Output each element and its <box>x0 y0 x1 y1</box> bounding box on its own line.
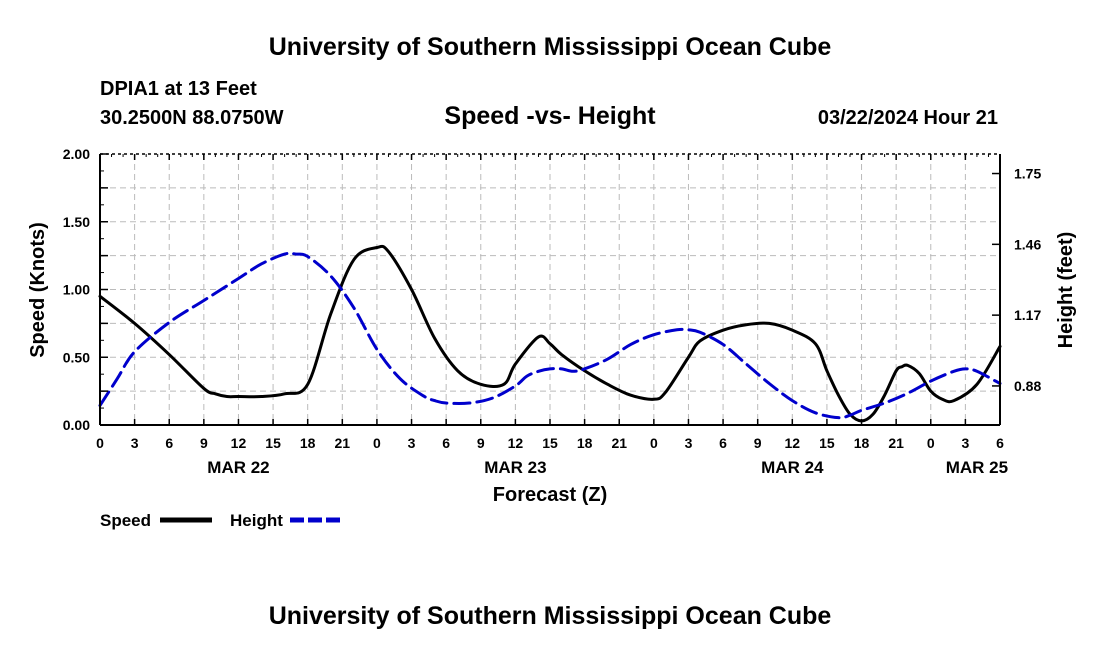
x-tick-label: 6 <box>719 435 727 451</box>
x-tick-label: 15 <box>265 435 281 451</box>
x-tick-label: 0 <box>96 435 104 451</box>
x-tick-label: 21 <box>611 435 627 451</box>
x-tick-label: 3 <box>685 435 693 451</box>
x-tick-label: 15 <box>819 435 835 451</box>
location-label: 30.2500N 88.0750W <box>100 107 284 129</box>
x-tick-label: 3 <box>961 435 969 451</box>
x-day-label: MAR 24 <box>761 458 824 477</box>
x-tick-label: 12 <box>785 435 801 451</box>
x-tick-label: 0 <box>650 435 658 451</box>
x-tick-label: 3 <box>131 435 139 451</box>
x-tick-label: 6 <box>442 435 450 451</box>
y-axis-left-title: Speed (Knots) <box>27 222 49 358</box>
y-left-tick-label: 0.00 <box>63 417 90 433</box>
x-tick-label: 18 <box>577 435 593 451</box>
y-right-tick-label: 0.88 <box>1014 378 1041 394</box>
x-tick-label: 6 <box>165 435 173 451</box>
x-tick-label: 9 <box>754 435 762 451</box>
x-tick-label: 15 <box>542 435 558 451</box>
legend-speed-label: Speed <box>100 511 151 530</box>
y-left-tick-label: 0.50 <box>63 349 90 365</box>
x-tick-label: 6 <box>996 435 1004 451</box>
x-tick-label: 12 <box>231 435 247 451</box>
x-tick-label: 21 <box>888 435 904 451</box>
chart-title: Speed -vs- Height <box>444 102 656 130</box>
forecast-datetime: 03/22/2024 Hour 21 <box>818 107 998 129</box>
legend-height-label: Height <box>230 511 283 530</box>
y-left-tick-label: 1.00 <box>63 282 90 298</box>
x-tick-label: 9 <box>200 435 208 451</box>
x-day-label: MAR 22 <box>207 458 269 477</box>
y-right-tick-label: 1.17 <box>1014 307 1041 323</box>
y-left-tick-label: 2.00 <box>63 146 90 162</box>
x-tick-label: 18 <box>854 435 870 451</box>
x-tick-label: 21 <box>335 435 351 451</box>
y-right-tick-label: 1.75 <box>1014 166 1041 182</box>
series-line-height <box>98 251 1002 420</box>
x-tick-label: 18 <box>300 435 316 451</box>
x-tick-label: 3 <box>408 435 416 451</box>
x-axis-title: Forecast (Z) <box>493 484 607 506</box>
axis-ticks: 0 3 6 9 12 15 18 21 0 3 6 9 12 15 18 21 0 3 6 9 12 15 18 21 0 3 6 M… <box>63 146 1042 477</box>
grid <box>100 154 1000 425</box>
main-title: University of Southern Mississippi Ocean… <box>269 33 832 61</box>
x-day-label: MAR 25 <box>946 458 1008 477</box>
x-tick-label: 0 <box>373 435 381 451</box>
x-tick-label: 9 <box>477 435 485 451</box>
y-right-tick-label: 1.46 <box>1014 236 1041 252</box>
x-tick-label: 12 <box>508 435 524 451</box>
y-axis-right-title: Height (feet) <box>1055 232 1077 349</box>
legend: Speed Height <box>100 511 342 530</box>
station-label: DPIA1 at 13 Feet <box>100 78 257 100</box>
footer-title: University of Southern Mississippi Ocean… <box>269 602 832 630</box>
series-lines <box>98 244 1002 423</box>
x-tick-label: 0 <box>927 435 935 451</box>
series-line-speed <box>98 244 1002 423</box>
x-day-label: MAR 23 <box>484 458 546 477</box>
y-left-tick-label: 1.50 <box>63 214 90 230</box>
